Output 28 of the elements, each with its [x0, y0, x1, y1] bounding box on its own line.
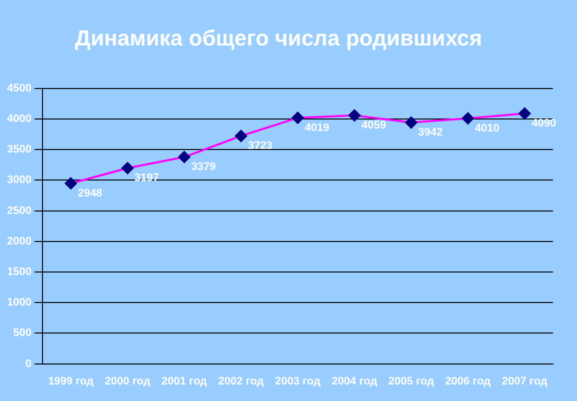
y-tick-label: 500	[13, 327, 32, 340]
x-tick-label: 2002 год	[218, 375, 264, 388]
y-tick-label: 3500	[6, 144, 32, 156]
data-label: 3942	[418, 126, 443, 139]
y-tick-label: 3000	[6, 174, 32, 186]
x-tick-label: 2004 год	[332, 375, 378, 388]
data-label: 4090	[532, 118, 556, 130]
y-tick-label: 1500	[6, 266, 32, 278]
data-label: 4010	[474, 122, 500, 134]
data-label: 2948	[78, 187, 102, 200]
y-tick-label: 2500	[6, 204, 32, 217]
y-tick-label: 1000	[6, 296, 32, 309]
y-tick-label: 4500	[6, 82, 32, 94]
data-label: 4059	[361, 119, 386, 132]
data-label: 3723	[248, 140, 272, 152]
y-tick-label: 4000	[6, 113, 32, 126]
x-tick-label: 2000 год	[104, 375, 150, 388]
x-tick-label: 2007 год	[502, 375, 548, 388]
y-tick-label: 0	[25, 358, 32, 370]
x-tick-label: 2006 год	[445, 375, 491, 388]
x-tick-label: 2005 год	[388, 375, 434, 388]
y-tick-label: 2000	[6, 235, 32, 248]
chart-title: Динамика общего числа родившихся	[74, 25, 482, 50]
x-tick-label: 1999 год	[48, 375, 94, 388]
x-tick-label: 2003 год	[274, 375, 321, 388]
data-label: 4019	[304, 122, 330, 134]
data-label: 3379	[191, 161, 216, 174]
x-tick-label: 2001 год	[162, 375, 208, 388]
